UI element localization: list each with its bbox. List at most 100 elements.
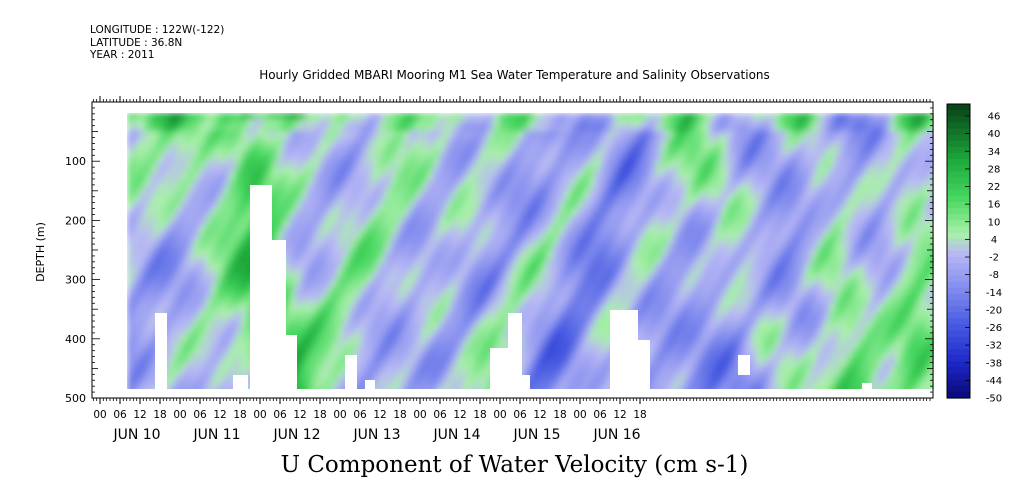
- heatmap-cell: [229, 233, 236, 240]
- heatmap-cell: [223, 287, 230, 294]
- heatmap-cell: [631, 209, 638, 216]
- heatmap-cell: [277, 125, 284, 132]
- heatmap-cell: [565, 173, 572, 180]
- heatmap-cell: [229, 323, 236, 330]
- heatmap-cell: [481, 119, 488, 126]
- heatmap-cell: [181, 173, 188, 180]
- heatmap-cell: [553, 221, 560, 228]
- heatmap-cell: [403, 371, 410, 378]
- heatmap-cell: [307, 209, 314, 216]
- heatmap-cell: [355, 347, 362, 354]
- heatmap-cell: [727, 167, 734, 174]
- heatmap-cell: [211, 137, 218, 144]
- heatmap-cell: [619, 197, 626, 204]
- heatmap-cell: [241, 347, 248, 354]
- heatmap-cell: [403, 119, 410, 126]
- heatmap-cell: [565, 359, 572, 366]
- heatmap-cell: [439, 245, 446, 252]
- heatmap-cell: [145, 209, 152, 216]
- heatmap-cell: [553, 359, 560, 366]
- heatmap-cell: [337, 359, 344, 366]
- heatmap-cell: [229, 287, 236, 294]
- heatmap-cell: [715, 311, 722, 318]
- heatmap-cell: [313, 389, 320, 396]
- heatmap-cell: [439, 131, 446, 138]
- heatmap-cell: [151, 323, 158, 330]
- heatmap-cell: [385, 191, 392, 198]
- heatmap-cell: [187, 281, 194, 288]
- heatmap-cell: [649, 203, 656, 210]
- heatmap-cell: [493, 191, 500, 198]
- heatmap-cell: [319, 323, 326, 330]
- heatmap-cell: [631, 389, 638, 396]
- heatmap-cell: [223, 179, 230, 186]
- heatmap-cell: [157, 221, 164, 228]
- heatmap-cell: [163, 179, 170, 186]
- heatmap-cell: [667, 203, 674, 210]
- heatmap-cell: [703, 191, 710, 198]
- heatmap-cell: [205, 119, 212, 126]
- heatmap-cell: [211, 335, 218, 342]
- heatmap-cell: [613, 239, 620, 246]
- heatmap-cell: [499, 191, 506, 198]
- heatmap-cell: [367, 263, 374, 270]
- heatmap-cell: [607, 233, 614, 240]
- heatmap-cell: [637, 113, 644, 120]
- heatmap-cell: [469, 359, 476, 366]
- heatmap-cell: [589, 125, 596, 132]
- heatmap-cell: [223, 197, 230, 204]
- heatmap-cell: [715, 221, 722, 228]
- heatmap-cell: [235, 329, 242, 336]
- heatmap-cell: [253, 119, 260, 126]
- heatmap-cell: [625, 227, 632, 234]
- heatmap-cell: [607, 251, 614, 258]
- heatmap-cell: [517, 161, 524, 168]
- heatmap-cell: [661, 137, 668, 144]
- heatmap-cell: [331, 323, 338, 330]
- heatmap-cell: [451, 377, 458, 384]
- heatmap-cell: [559, 347, 566, 354]
- heatmap-cell: [547, 167, 554, 174]
- heatmap-cell: [607, 197, 614, 204]
- heatmap-cell: [553, 191, 560, 198]
- heatmap-cell: [577, 149, 584, 156]
- heatmap-cell: [151, 317, 158, 324]
- heatmap-cell: [229, 335, 236, 342]
- heatmap-cell: [673, 125, 680, 132]
- heatmap-cell: [655, 119, 662, 126]
- heatmap-cell: [193, 155, 200, 162]
- heatmap-cell: [313, 233, 320, 240]
- heatmap-cell: [355, 149, 362, 156]
- heatmap-cell: [547, 263, 554, 270]
- heatmap-cell: [361, 245, 368, 252]
- heatmap-cell: [631, 125, 638, 132]
- heatmap-cell: [439, 125, 446, 132]
- heatmap-cell: [361, 239, 368, 246]
- heatmap-cell: [703, 323, 710, 330]
- heatmap-cell: [709, 143, 716, 150]
- heatmap-cell: [481, 383, 488, 389]
- heatmap-cell: [373, 335, 380, 342]
- heatmap-cell: [163, 143, 170, 150]
- heatmap-cell: [433, 125, 440, 132]
- heatmap-cell: [151, 299, 158, 306]
- heatmap-cell: [247, 389, 254, 396]
- heatmap-cell: [589, 317, 596, 324]
- heatmap-cell: [685, 365, 692, 372]
- heatmap-cell: [253, 389, 260, 396]
- heatmap-cell: [595, 173, 602, 180]
- heatmap-cell: [541, 239, 548, 246]
- heatmap-cell: [619, 137, 626, 144]
- heatmap-cell: [223, 137, 230, 144]
- heatmap-cell: [421, 347, 428, 354]
- heatmap-cell: [673, 317, 680, 324]
- heatmap-cell: [379, 137, 386, 144]
- heatmap-cell: [619, 161, 626, 168]
- heatmap-cell: [595, 269, 602, 276]
- heatmap-cell: [733, 353, 740, 360]
- heatmap-cell: [487, 143, 494, 150]
- heatmap-cell: [337, 317, 344, 324]
- heatmap-cell: [355, 173, 362, 180]
- heatmap-cell: [655, 287, 662, 294]
- heatmap-cell: [373, 263, 380, 270]
